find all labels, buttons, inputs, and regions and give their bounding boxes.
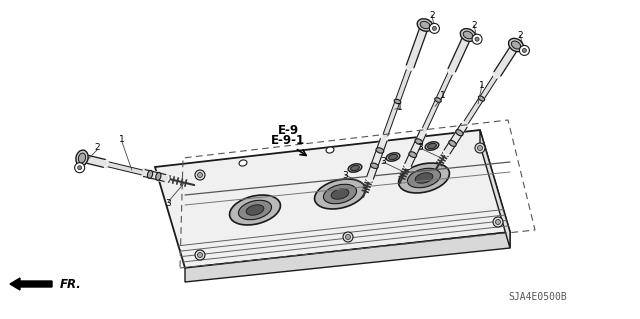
Ellipse shape (348, 164, 362, 172)
Circle shape (522, 48, 527, 52)
Text: 2: 2 (517, 31, 523, 40)
Ellipse shape (511, 41, 520, 49)
Ellipse shape (425, 142, 439, 150)
Ellipse shape (428, 143, 436, 149)
Ellipse shape (326, 147, 334, 153)
Polygon shape (480, 130, 510, 248)
Circle shape (429, 23, 440, 33)
Ellipse shape (435, 98, 442, 102)
Text: 2: 2 (429, 11, 435, 19)
Polygon shape (185, 232, 510, 282)
Ellipse shape (394, 99, 401, 104)
Ellipse shape (415, 139, 422, 145)
Ellipse shape (371, 163, 378, 168)
Circle shape (77, 166, 82, 170)
FancyArrow shape (10, 278, 52, 290)
Ellipse shape (388, 154, 397, 160)
Circle shape (433, 26, 436, 30)
Text: 1: 1 (479, 80, 485, 90)
Circle shape (75, 163, 84, 173)
Text: 1: 1 (119, 136, 125, 145)
Text: SJA4E0500B: SJA4E0500B (508, 292, 567, 302)
Ellipse shape (314, 179, 365, 209)
Circle shape (493, 217, 503, 227)
Ellipse shape (463, 31, 473, 39)
Ellipse shape (509, 38, 524, 52)
Text: 3: 3 (417, 144, 423, 152)
Text: E-9-1: E-9-1 (271, 135, 305, 147)
Circle shape (195, 170, 205, 180)
Text: 2: 2 (471, 20, 477, 29)
Text: E-9: E-9 (277, 123, 299, 137)
Ellipse shape (456, 130, 463, 136)
Text: 1: 1 (440, 92, 446, 100)
Ellipse shape (417, 19, 433, 31)
Text: 2: 2 (94, 144, 100, 152)
Ellipse shape (230, 195, 280, 225)
Ellipse shape (239, 200, 271, 220)
Ellipse shape (351, 165, 360, 171)
Circle shape (475, 37, 479, 41)
Ellipse shape (76, 150, 88, 166)
Circle shape (198, 173, 202, 177)
Circle shape (195, 250, 205, 260)
Ellipse shape (323, 184, 356, 204)
Circle shape (343, 232, 353, 242)
Polygon shape (155, 130, 510, 268)
Ellipse shape (156, 173, 161, 180)
Circle shape (472, 34, 482, 44)
Ellipse shape (409, 152, 417, 157)
Circle shape (495, 219, 500, 225)
Ellipse shape (449, 140, 456, 146)
Ellipse shape (147, 170, 153, 178)
Circle shape (346, 234, 351, 240)
Circle shape (475, 143, 485, 153)
Circle shape (520, 45, 529, 56)
Ellipse shape (478, 96, 484, 101)
Text: 1: 1 (397, 103, 403, 113)
Ellipse shape (420, 21, 430, 29)
Ellipse shape (239, 160, 247, 166)
Ellipse shape (331, 189, 349, 199)
Ellipse shape (79, 153, 86, 163)
Text: FR.: FR. (60, 278, 82, 291)
Text: 3: 3 (342, 170, 348, 180)
Ellipse shape (460, 29, 476, 41)
Text: 3: 3 (165, 199, 171, 209)
Circle shape (198, 253, 202, 257)
Ellipse shape (376, 148, 384, 153)
Ellipse shape (246, 205, 264, 215)
Ellipse shape (408, 168, 440, 188)
Ellipse shape (399, 163, 449, 193)
Ellipse shape (415, 173, 433, 183)
Circle shape (477, 145, 483, 151)
Ellipse shape (386, 153, 400, 161)
Text: 3: 3 (380, 158, 386, 167)
